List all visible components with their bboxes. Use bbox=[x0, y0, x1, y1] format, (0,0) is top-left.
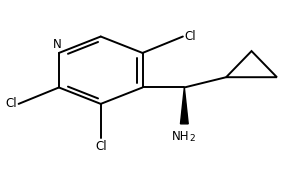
Text: Cl: Cl bbox=[95, 140, 106, 153]
Text: 2: 2 bbox=[189, 134, 195, 143]
Text: N: N bbox=[53, 38, 62, 51]
Text: Cl: Cl bbox=[5, 97, 17, 110]
Text: Cl: Cl bbox=[184, 30, 196, 43]
Text: NH: NH bbox=[172, 130, 190, 143]
Polygon shape bbox=[181, 87, 188, 124]
